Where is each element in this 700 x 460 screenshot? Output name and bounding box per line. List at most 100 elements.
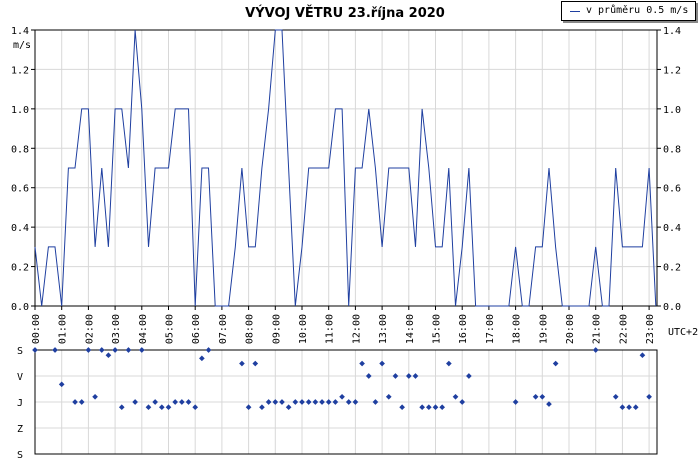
direction-point — [319, 399, 325, 405]
direction-point — [98, 347, 105, 353]
direction-point — [452, 393, 459, 400]
x-tick-label: 21:00 — [592, 314, 603, 344]
direction-point — [439, 404, 446, 411]
direction-point — [379, 360, 385, 367]
direction-point — [52, 347, 58, 353]
y-axis-unit: m/s — [13, 40, 31, 51]
direction-plot-frame — [34, 349, 658, 455]
direction-point — [646, 393, 652, 400]
direction-point — [619, 404, 626, 411]
y-tick-label-right: 0.4 — [663, 223, 681, 234]
x-tick-label: 10:00 — [298, 314, 309, 344]
direction-point — [399, 404, 405, 411]
x-tick-label: 18:00 — [512, 314, 523, 344]
y-tick-label-right: 1.0 — [663, 105, 681, 116]
direction-point — [199, 355, 205, 362]
direction-point — [32, 347, 38, 353]
direction-points — [32, 347, 652, 411]
direction-y-ticks: S V J Z S — [17, 346, 23, 460]
direction-point — [92, 393, 98, 400]
direction-point — [425, 404, 432, 411]
x-tick-label: 15:00 — [432, 314, 443, 344]
direction-point — [265, 399, 272, 405]
direction-point — [325, 399, 332, 405]
x-tick-label: 05:00 — [165, 314, 176, 344]
direction-point — [626, 404, 632, 411]
direction-point — [372, 399, 379, 405]
legend-line-swatch — [570, 11, 580, 12]
x-tick-label: 02:00 — [84, 314, 95, 344]
direction-point — [105, 352, 112, 359]
direction-point — [312, 399, 319, 405]
y-tick-label-right: 0.2 — [663, 263, 681, 274]
direction-point — [145, 404, 152, 411]
direction-point — [158, 404, 165, 411]
direction-point — [305, 399, 312, 405]
chart-title: VÝVOJ VĚTRU 23.října 2020 — [245, 5, 445, 21]
direction-point — [192, 404, 199, 411]
direction-label: J — [17, 398, 23, 409]
speed-series-line — [34, 29, 657, 307]
y-tick-label-left: 0.8 — [11, 144, 29, 155]
direction-point — [592, 347, 599, 353]
x-tick-label: 23:00 — [645, 314, 656, 344]
direction-point — [138, 347, 145, 353]
y-tick-label-left: 0.2 — [11, 263, 29, 274]
direction-point — [58, 381, 65, 388]
x-tick-label: 16:00 — [458, 314, 469, 344]
y-tick-label-left: 1.2 — [11, 65, 29, 76]
y-tick-label-right: 0.0 — [663, 302, 681, 313]
direction-point — [546, 401, 552, 407]
legend: v průměru 0.5 m/s — [561, 1, 696, 21]
direction-point — [639, 352, 646, 359]
y-tick-label-left: 0.4 — [11, 223, 29, 234]
direction-point — [285, 404, 292, 411]
direction-point — [292, 399, 299, 405]
direction-point — [299, 399, 305, 405]
x-tick-label: 19:00 — [538, 314, 549, 344]
y-tick-label-left: 0.0 — [11, 302, 29, 313]
x-tick-label: 09:00 — [271, 314, 282, 344]
direction-point — [432, 404, 439, 411]
legend-label: v průměru 0.5 m/s — [586, 5, 689, 16]
x-axis-timezone: UTC+2 — [668, 327, 698, 338]
x-tick-label: 07:00 — [218, 314, 229, 344]
direction-point — [352, 399, 359, 405]
direction-point — [419, 404, 425, 411]
direction-point — [405, 373, 412, 379]
direction-point — [152, 399, 158, 405]
direction-point — [339, 393, 345, 400]
direction-point — [512, 399, 519, 405]
direction-point — [78, 399, 85, 405]
direction-point — [112, 347, 118, 353]
y-tick-label-right: 1.4 — [663, 26, 681, 37]
x-tick-label: 11:00 — [325, 314, 336, 344]
y-tick-label-left: 0.6 — [11, 184, 29, 195]
x-tick-label: 06:00 — [191, 314, 202, 344]
x-tick-label: 17:00 — [485, 314, 496, 344]
direction-point — [359, 360, 365, 367]
direction-point — [179, 399, 185, 405]
direction-point — [259, 404, 265, 411]
x-tick-label: 01:00 — [58, 314, 69, 344]
y-tick-label-left: 1.4 — [11, 26, 29, 37]
speed-plot-frame — [34, 29, 658, 307]
direction-point — [459, 399, 466, 405]
direction-point — [412, 373, 419, 379]
x-tick-label: 13:00 — [378, 314, 389, 344]
y-tick-label-left: 1.0 — [11, 105, 29, 116]
direction-point — [552, 360, 559, 367]
direction-point — [365, 373, 372, 379]
direction-point — [272, 399, 279, 405]
direction-point — [185, 399, 192, 405]
direction-label: Z — [17, 424, 23, 435]
direction-point — [245, 404, 252, 411]
direction-point — [392, 373, 399, 379]
y-tick-label-right: 0.8 — [663, 144, 681, 155]
y-tick-label-right: 0.6 — [663, 184, 681, 195]
direction-point — [165, 404, 172, 411]
direction-point — [279, 399, 285, 405]
direction-point — [446, 360, 452, 367]
direction-point — [612, 393, 619, 400]
